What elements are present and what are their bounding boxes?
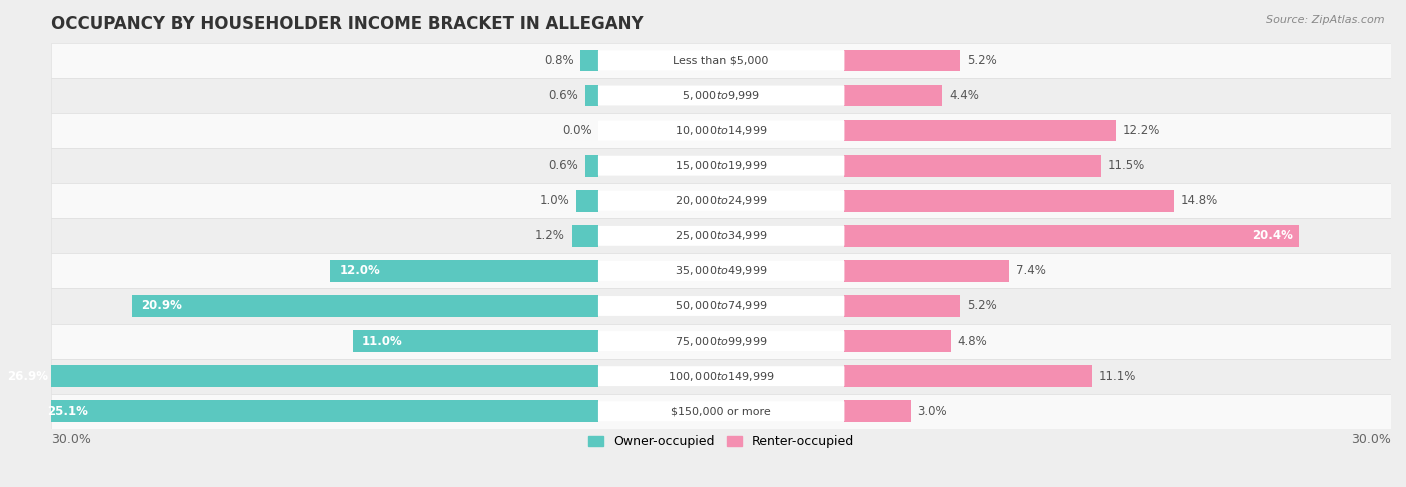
Bar	[844, 85, 942, 106]
Bar	[52, 148, 1391, 183]
Text: $100,000 to $149,999: $100,000 to $149,999	[668, 370, 775, 383]
Bar	[52, 288, 1391, 323]
Bar	[52, 358, 1391, 393]
Bar	[844, 400, 911, 422]
Bar	[132, 295, 599, 317]
Text: 30.0%: 30.0%	[52, 433, 91, 446]
Text: 14.8%: 14.8%	[1181, 194, 1219, 207]
Bar	[52, 253, 1391, 288]
Text: 0.6%: 0.6%	[548, 159, 578, 172]
Text: 0.0%: 0.0%	[562, 124, 592, 137]
Bar	[52, 393, 1391, 429]
FancyBboxPatch shape	[598, 296, 845, 316]
FancyBboxPatch shape	[598, 86, 845, 106]
Text: Source: ZipAtlas.com: Source: ZipAtlas.com	[1267, 15, 1385, 25]
FancyBboxPatch shape	[598, 156, 845, 176]
Text: 5.2%: 5.2%	[967, 300, 997, 313]
Text: 3.0%: 3.0%	[918, 405, 948, 418]
Bar	[52, 78, 1391, 113]
Text: 11.5%: 11.5%	[1108, 159, 1144, 172]
Bar	[844, 190, 1174, 212]
Bar	[353, 330, 599, 352]
Bar	[576, 190, 599, 212]
FancyBboxPatch shape	[598, 331, 845, 351]
Bar	[844, 50, 960, 71]
Bar	[52, 183, 1391, 218]
Bar	[0, 365, 599, 387]
Bar	[581, 50, 599, 71]
Text: $15,000 to $19,999: $15,000 to $19,999	[675, 159, 768, 172]
FancyBboxPatch shape	[598, 366, 845, 386]
Text: 0.6%: 0.6%	[548, 89, 578, 102]
Bar	[330, 260, 599, 282]
Legend: Owner-occupied, Renter-occupied: Owner-occupied, Renter-occupied	[583, 431, 859, 453]
Text: $35,000 to $49,999: $35,000 to $49,999	[675, 264, 768, 278]
Text: 11.0%: 11.0%	[361, 335, 402, 348]
Bar	[844, 120, 1116, 141]
Text: Less than $5,000: Less than $5,000	[673, 56, 769, 65]
Bar	[844, 225, 1299, 247]
Text: $50,000 to $74,999: $50,000 to $74,999	[675, 300, 768, 313]
Text: 25.1%: 25.1%	[46, 405, 87, 418]
Bar	[844, 295, 960, 317]
FancyBboxPatch shape	[598, 121, 845, 141]
Text: 1.0%: 1.0%	[540, 194, 569, 207]
Bar	[52, 323, 1391, 358]
FancyBboxPatch shape	[598, 401, 845, 421]
Text: 4.4%: 4.4%	[949, 89, 979, 102]
Bar	[844, 155, 1101, 177]
Bar	[844, 330, 950, 352]
Bar	[52, 43, 1391, 78]
FancyBboxPatch shape	[598, 226, 845, 246]
Bar	[52, 218, 1391, 253]
Text: $10,000 to $14,999: $10,000 to $14,999	[675, 124, 768, 137]
Text: 20.9%: 20.9%	[141, 300, 181, 313]
Bar	[844, 365, 1092, 387]
Text: 4.8%: 4.8%	[957, 335, 987, 348]
Bar	[52, 113, 1391, 148]
Text: 5.2%: 5.2%	[967, 54, 997, 67]
FancyBboxPatch shape	[598, 191, 845, 211]
Text: $25,000 to $34,999: $25,000 to $34,999	[675, 229, 768, 243]
Text: $5,000 to $9,999: $5,000 to $9,999	[682, 89, 761, 102]
Text: 0.8%: 0.8%	[544, 54, 574, 67]
Text: 1.2%: 1.2%	[536, 229, 565, 243]
Text: 30.0%: 30.0%	[1351, 433, 1391, 446]
Text: $20,000 to $24,999: $20,000 to $24,999	[675, 194, 768, 207]
FancyBboxPatch shape	[598, 261, 845, 281]
Text: 26.9%: 26.9%	[7, 370, 48, 383]
Text: 11.1%: 11.1%	[1098, 370, 1136, 383]
Text: OCCUPANCY BY HOUSEHOLDER INCOME BRACKET IN ALLEGANY: OCCUPANCY BY HOUSEHOLDER INCOME BRACKET …	[52, 15, 644, 33]
Text: 7.4%: 7.4%	[1017, 264, 1046, 278]
Text: 20.4%: 20.4%	[1251, 229, 1292, 243]
Bar	[572, 225, 599, 247]
Text: $150,000 or more: $150,000 or more	[671, 406, 770, 416]
Bar	[844, 260, 1010, 282]
Text: $75,000 to $99,999: $75,000 to $99,999	[675, 335, 768, 348]
Bar	[38, 400, 599, 422]
Bar	[585, 85, 599, 106]
FancyBboxPatch shape	[598, 51, 845, 71]
Text: 12.2%: 12.2%	[1123, 124, 1160, 137]
Bar	[585, 155, 599, 177]
Text: 12.0%: 12.0%	[339, 264, 380, 278]
